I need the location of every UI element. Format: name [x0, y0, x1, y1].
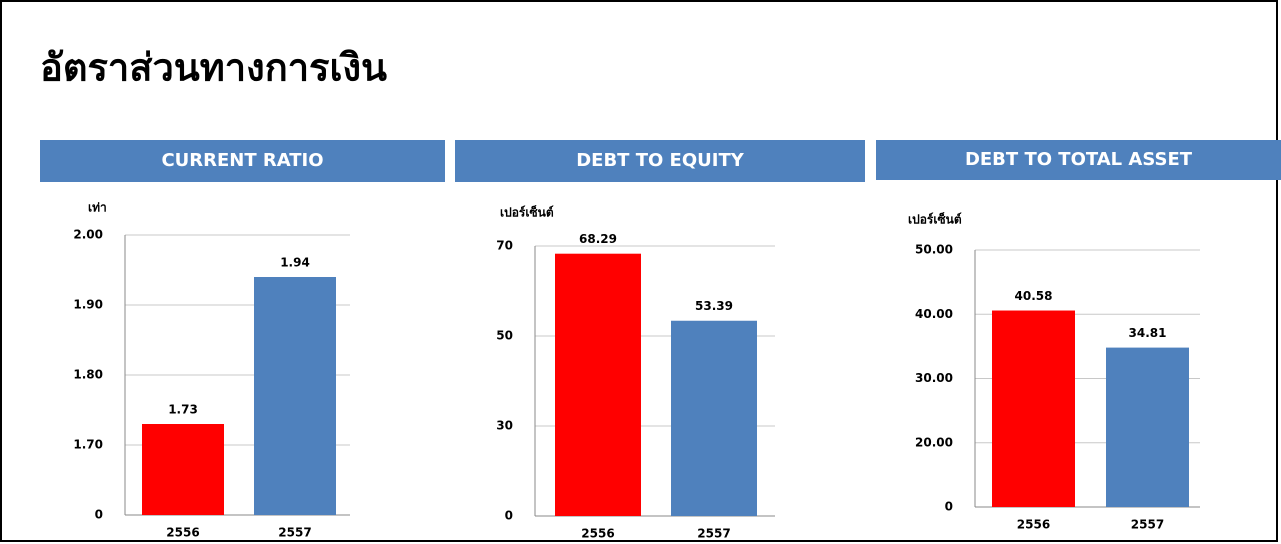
- data-label: 40.58: [1015, 289, 1053, 303]
- y-tick-label: 2.00: [73, 228, 103, 242]
- x-tick-label: 2557: [278, 526, 311, 540]
- y-tick-label: 1.70: [73, 438, 103, 452]
- y-tick-label: 0: [945, 500, 953, 514]
- y-axis-label: เปอร์เซ็นต์: [908, 212, 962, 227]
- x-tick-label: 2557: [697, 527, 730, 541]
- chart-title: CURRENT RATIO: [161, 150, 323, 171]
- x-tick-label: 2556: [581, 527, 614, 541]
- chart-title: DEBT TO TOTAL ASSET: [965, 149, 1193, 170]
- panel-header: [455, 140, 865, 182]
- x-tick-label: 2556: [166, 526, 199, 540]
- bar: [555, 253, 641, 516]
- y-tick-label: 50: [496, 329, 513, 343]
- y-tick-label: 1.80: [73, 368, 103, 382]
- data-label: 1.94: [280, 256, 310, 270]
- panel-header: [40, 140, 445, 182]
- y-tick-label: 1.90: [73, 298, 103, 312]
- data-label: 53.39: [695, 299, 733, 313]
- data-label: 68.29: [579, 232, 617, 246]
- bar: [1106, 347, 1189, 507]
- x-tick-label: 2557: [1131, 518, 1164, 532]
- bar: [992, 310, 1075, 507]
- y-tick-label: 40.00: [915, 307, 953, 321]
- data-label: 1.73: [168, 403, 198, 417]
- bar: [254, 277, 336, 515]
- y-tick-label: 20.00: [915, 435, 953, 449]
- y-tick-label: 30.00: [915, 371, 953, 385]
- y-axis-label: เปอร์เซ็นต์: [500, 205, 554, 220]
- y-tick-label: 0: [95, 508, 103, 522]
- y-tick-label: 70: [496, 239, 513, 253]
- y-tick-label: 30: [496, 419, 513, 433]
- chart-title: DEBT TO EQUITY: [576, 150, 745, 171]
- panel-header: [876, 140, 1281, 180]
- x-tick-label: 2556: [1017, 518, 1050, 532]
- page-title: อัตราส่วนทางการเงิน: [40, 46, 387, 90]
- y-tick-label: 0: [505, 509, 513, 523]
- bar: [671, 320, 757, 516]
- y-tick-label: 50.00: [915, 243, 953, 257]
- y-axis-label: เท่า: [88, 201, 107, 215]
- data-label: 34.81: [1129, 326, 1167, 340]
- bar: [142, 424, 224, 515]
